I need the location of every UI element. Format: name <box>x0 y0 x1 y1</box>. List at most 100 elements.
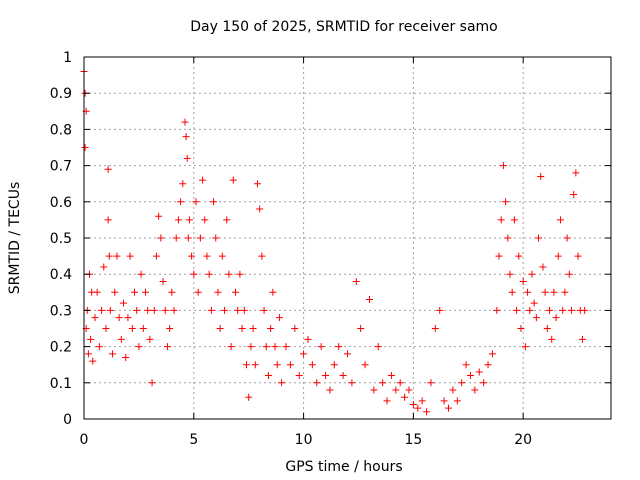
data-point <box>184 234 192 242</box>
data-point <box>559 306 567 314</box>
data-point <box>352 277 360 285</box>
data-point <box>291 325 299 332</box>
data-point <box>521 343 529 351</box>
data-point <box>104 165 112 173</box>
y-tick-label: 0 <box>63 412 72 428</box>
data-point <box>567 306 575 314</box>
data-point <box>117 335 125 343</box>
data-points-layer <box>80 67 589 416</box>
data-point <box>513 306 521 314</box>
data-point <box>84 350 92 358</box>
data-point <box>273 361 281 369</box>
x-tick-labels: 0 5 10 15 20 <box>80 432 533 448</box>
x-tick-label: 5 <box>189 432 198 448</box>
data-point <box>300 350 308 358</box>
data-point <box>572 169 580 177</box>
data-point <box>245 393 253 401</box>
data-point <box>150 306 158 314</box>
data-point <box>139 325 147 332</box>
y-tick-label: 0.1 <box>50 376 72 392</box>
data-point <box>81 144 89 151</box>
data-point <box>163 343 171 351</box>
data-point <box>335 343 343 351</box>
data-point <box>295 372 303 380</box>
y-tick-label: 0.4 <box>50 267 72 283</box>
x-tick-label: 0 <box>80 432 89 448</box>
data-point <box>370 386 378 394</box>
x-axis-label: GPS time / hours <box>285 459 402 475</box>
data-point <box>170 306 178 314</box>
data-point <box>128 325 136 332</box>
data-point <box>201 216 209 224</box>
data-point <box>515 252 523 260</box>
data-point <box>91 314 99 322</box>
data-point <box>210 198 218 206</box>
data-point <box>223 216 231 224</box>
y-tick-label: 0.8 <box>50 122 72 138</box>
data-point <box>253 180 261 188</box>
data-point <box>212 234 220 242</box>
data-point <box>543 325 551 332</box>
data-point <box>214 288 222 296</box>
data-point <box>242 361 250 369</box>
data-point <box>229 176 237 184</box>
data-point <box>207 306 215 314</box>
data-point <box>565 270 573 278</box>
data-point <box>100 263 108 271</box>
data-point <box>221 306 229 314</box>
data-point <box>524 288 532 296</box>
data-point <box>563 234 571 242</box>
data-point <box>322 372 330 380</box>
data-point <box>480 379 488 387</box>
data-point <box>199 176 207 184</box>
data-point <box>556 216 564 224</box>
data-point <box>181 118 189 126</box>
data-point <box>449 386 457 394</box>
data-point <box>225 270 233 278</box>
y-tick-label: 0.2 <box>50 340 72 356</box>
data-point <box>161 306 169 314</box>
data-point <box>561 288 569 296</box>
data-point <box>185 216 193 224</box>
data-point <box>124 314 132 322</box>
data-point <box>240 306 248 314</box>
data-point <box>190 270 198 278</box>
data-point <box>475 368 483 376</box>
data-point <box>249 325 257 332</box>
data-point <box>570 191 578 199</box>
data-point <box>95 343 103 351</box>
data-point <box>344 350 351 358</box>
data-point <box>126 252 134 260</box>
data-point <box>102 325 110 332</box>
data-point <box>87 335 95 343</box>
data-point <box>183 154 191 162</box>
data-point <box>159 277 167 285</box>
data-point <box>286 361 294 369</box>
grid-layer <box>84 57 611 419</box>
data-point <box>550 288 558 296</box>
data-point <box>508 288 516 296</box>
data-point <box>581 306 589 314</box>
data-point <box>552 314 560 322</box>
data-point <box>458 379 466 387</box>
data-point <box>418 397 426 405</box>
data-point <box>396 379 404 387</box>
data-point <box>275 314 283 322</box>
data-point <box>144 306 152 314</box>
data-point <box>278 379 286 387</box>
data-point <box>115 314 123 322</box>
data-point <box>172 234 180 242</box>
data-point <box>141 288 149 296</box>
x-tick-label: 15 <box>404 432 422 448</box>
data-point <box>504 234 512 242</box>
data-point <box>105 252 113 260</box>
data-point <box>308 361 316 369</box>
data-point <box>488 350 496 358</box>
data-point <box>262 343 270 351</box>
data-point <box>313 379 321 387</box>
data-point <box>528 270 536 278</box>
data-point <box>106 306 114 314</box>
chart-title: Day 150 of 2025, SRMTID for receiver sam… <box>190 19 498 35</box>
data-point <box>271 343 279 351</box>
data-point <box>357 325 365 332</box>
